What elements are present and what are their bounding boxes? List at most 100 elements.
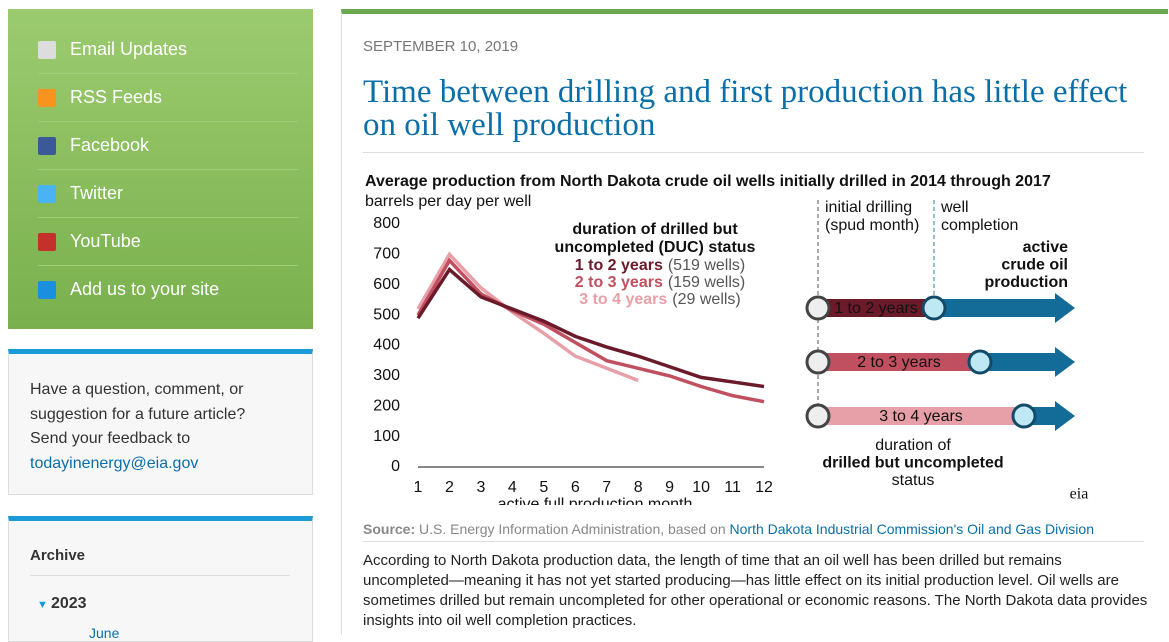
feedback-text: Have a question, comment, or: [30, 381, 244, 398]
link-text[interactable]: YouTube: [70, 231, 141, 251]
x-tick-label: 10: [692, 479, 710, 496]
arrow: [980, 347, 1075, 377]
feedback-email[interactable]: todayinenergy@eia.gov: [30, 454, 199, 472]
archive-title: Archive: [30, 547, 86, 564]
y-tick-label: 300: [373, 367, 400, 384]
divider: [363, 152, 1144, 153]
diagram-label: active: [1023, 239, 1068, 256]
arrow: [1024, 401, 1075, 431]
legend-entry: 2 to 3 years (159 wells): [575, 274, 745, 291]
x-tick-label: 3: [476, 479, 485, 496]
legend-name: 1 to 2 years: [575, 257, 663, 274]
sidebar-link[interactable]: RSS Feeds: [38, 73, 298, 122]
x-tick-label: 6: [571, 479, 580, 496]
archive-box: Archive ▼ 2023 June: [8, 516, 313, 642]
legend-entry: 3 to 4 years (29 wells): [579, 291, 741, 308]
duration-bar: [818, 353, 980, 371]
sidebar-link[interactable]: Twitter: [38, 169, 298, 218]
source-text: U.S. Energy Information Administration, …: [419, 521, 730, 537]
feedback-text: Send your feedback to: [30, 430, 191, 447]
x-tick-label: 5: [539, 479, 548, 496]
line-series: [416, 266, 765, 389]
diagram-label: initial drilling: [825, 199, 912, 216]
diagram-label: duration of: [875, 437, 951, 454]
y-tick-label: 200: [373, 397, 400, 414]
archive-year[interactable]: ▼ 2023: [37, 595, 87, 612]
line-series: [416, 257, 765, 404]
legend-wells: (519 wells): [668, 257, 745, 274]
sidebar-link[interactable]: YouTube: [38, 217, 298, 266]
y-tick-label: 400: [373, 337, 400, 354]
chart: Average production from North Dakota cru…: [365, 173, 1089, 505]
end-dot: [1011, 403, 1037, 429]
legend-title: duration of drilled but: [572, 221, 738, 238]
y-tick-label: 600: [373, 276, 400, 293]
feedback-text: suggestion for a future article?: [30, 405, 246, 423]
legend-entry: 1 to 2 years (519 wells): [575, 257, 745, 274]
article: SEPTEMBER 10, 2019 Time between drilling…: [341, 9, 1168, 634]
x-tick-label: 1: [414, 479, 423, 496]
sidebar-link[interactable]: Email Updates: [38, 25, 298, 74]
legend-title: uncompleted (DUC) status: [555, 239, 756, 256]
bar-label: 3 to 4 years: [879, 408, 963, 425]
x-tick-label: 4: [508, 479, 517, 496]
x-tick-label: 8: [634, 479, 643, 496]
start-dot: [805, 349, 831, 375]
y-tick-label: 0: [391, 458, 400, 475]
diagram-label: well: [940, 199, 969, 216]
start-dot: [805, 295, 831, 321]
x-tick-label: 11: [724, 479, 741, 496]
divider: [30, 575, 290, 576]
legend-wells: (29 wells): [672, 291, 740, 308]
legend-name: 2 to 3 years: [575, 274, 663, 291]
article-body: According to North Dakota production dat…: [363, 552, 1148, 629]
x-tick-label: 12: [755, 479, 773, 496]
sidebar-link[interactable]: Facebook: [38, 121, 298, 170]
legend-wells: (159 wells): [668, 274, 745, 291]
sidebar-links: Email Updates RSS Feeds Facebook Twitter…: [8, 9, 313, 329]
link-text[interactable]: Email Updates: [70, 39, 188, 59]
archive-month[interactable]: June: [89, 625, 120, 641]
end-dot: [967, 349, 993, 375]
article-date: SEPTEMBER 10, 2019: [363, 38, 519, 55]
x-tick-label: 7: [602, 479, 611, 496]
arrow: [934, 293, 1075, 323]
feedback-box: Have a question, comment, or suggestion …: [8, 349, 313, 495]
divider: [363, 541, 1144, 542]
duration-bar: [818, 299, 934, 317]
link-text[interactable]: RSS Feeds: [70, 87, 163, 107]
bar-label: 2 to 3 years: [857, 354, 941, 371]
diagram-label: production: [984, 274, 1068, 291]
x-axis-label: active full production month: [498, 496, 693, 505]
source: Source: U.S. Energy Information Administ…: [363, 521, 1144, 537]
y-axis-label: barrels per day per well: [365, 193, 531, 210]
diagram-label: drilled but uncompleted: [822, 455, 1003, 472]
source-link[interactable]: North Dakota Industrial Commission's Oil…: [729, 521, 1094, 537]
diagram-label: (spud month): [825, 217, 919, 234]
chart-title: Average production from North Dakota cru…: [365, 173, 1051, 190]
duration-bar: [818, 407, 1024, 425]
logo: eia: [1070, 486, 1089, 503]
start-dot: [805, 403, 831, 429]
diagram-label: crude oil: [1001, 257, 1068, 274]
y-tick-label: 500: [373, 306, 400, 323]
x-tick-label: 9: [665, 479, 674, 496]
link-text[interactable]: Twitter: [70, 183, 124, 203]
y-tick-label: 700: [373, 246, 400, 263]
diagram-label: status: [892, 472, 935, 489]
x-tick-label: 2: [445, 479, 454, 496]
y-tick-label: 800: [373, 215, 400, 232]
legend-name: 3 to 4 years: [579, 291, 667, 308]
page: Email Updates RSS Feeds Facebook Twitter…: [8, 9, 1168, 642]
bar-label: 1 to 2 years: [834, 300, 918, 317]
line-series: [416, 251, 639, 383]
article-title: Time between drilling and first producti…: [363, 74, 1128, 143]
year-text[interactable]: 2023: [50, 595, 87, 612]
link-text[interactable]: Facebook: [70, 135, 150, 155]
source-label: Source:: [363, 521, 416, 537]
y-tick-label: 100: [373, 428, 400, 445]
diagram-label: completion: [941, 217, 1018, 234]
link-text[interactable]: Add us to your site: [70, 279, 220, 299]
sidebar-link[interactable]: Add us to your site: [38, 265, 298, 313]
end-dot: [921, 295, 947, 321]
